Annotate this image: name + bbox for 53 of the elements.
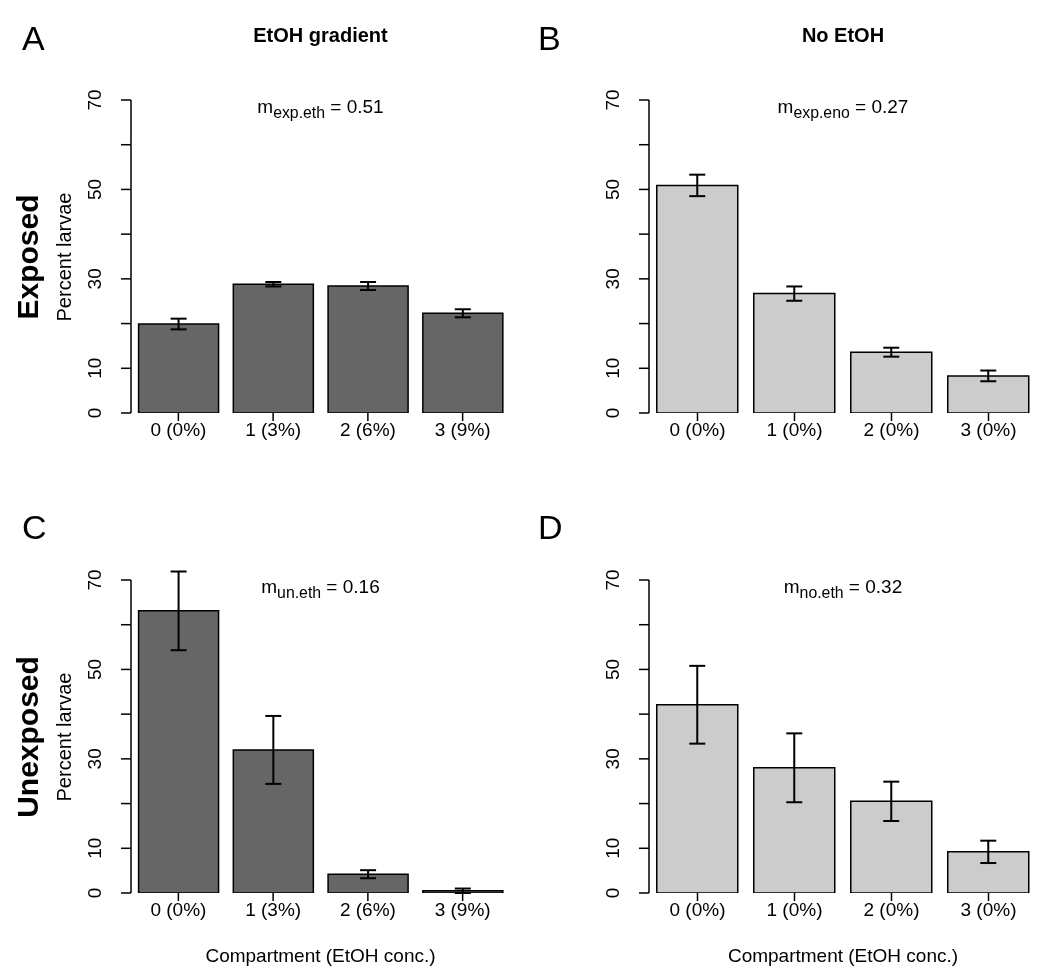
- x-tick-label: 0 (0%): [669, 419, 726, 441]
- text: B: [538, 18, 561, 58]
- annotation: m$_{exp.eno}$ = 0.27: [776, 96, 910, 122]
- y-tick-label: 50: [84, 178, 105, 200]
- annotation: m$_{no.eth}$ = 0.32: [782, 576, 904, 602]
- y-tick-label: 0: [84, 887, 105, 899]
- y-tick-label: 0: [602, 887, 623, 899]
- chart-title: EtOH gradient: [252, 24, 389, 47]
- y-tick-label: 30: [84, 268, 105, 290]
- y-tick-label: 70: [602, 569, 623, 591]
- x-tick-label: 2 (6%): [339, 419, 396, 441]
- y-tick-label: 0: [84, 407, 105, 419]
- y-tick-label: 10: [602, 837, 623, 859]
- y-tick-label: 50: [602, 178, 623, 200]
- y-axis-title: Percent larvae: [52, 191, 76, 323]
- y-tick-label: 70: [84, 569, 105, 591]
- y-tick-label: 30: [84, 748, 105, 770]
- y-tick-label: 30: [602, 268, 623, 290]
- annotation: m$_{un.eth}$ = 0.16: [260, 576, 381, 602]
- x-tick-label: 0 (0%): [669, 899, 726, 921]
- text: C: [22, 507, 47, 547]
- text: Exposed: [10, 193, 45, 322]
- x-tick-label: 0 (0%): [150, 899, 207, 921]
- x-tick-label: 1 (3%): [245, 899, 302, 921]
- chart-title: No EtOH: [800, 24, 886, 47]
- x-axis-title: Compartment (EtOH conc.): [204, 945, 437, 967]
- x-tick-label: 2 (0%): [863, 419, 920, 441]
- y-tick-label: 30: [602, 748, 623, 770]
- y-tick-label: 10: [602, 357, 623, 379]
- x-tick-label: 0 (0%): [150, 419, 207, 441]
- y-tick-label: 50: [602, 658, 623, 680]
- y-tick-label: 10: [84, 357, 105, 379]
- x-tick-label: 3 (0%): [960, 899, 1017, 921]
- bar: [422, 890, 504, 893]
- y-tick-label: 10: [84, 837, 105, 859]
- x-tick-label: 1 (0%): [766, 419, 823, 441]
- annotation: m$_{exp.eth}$ = 0.51: [256, 96, 385, 122]
- x-axis-title: Compartment (EtOH conc.): [726, 945, 960, 967]
- x-tick-label: 3 (0%): [960, 419, 1017, 441]
- text: Unexposed: [10, 654, 45, 820]
- y-tick-label: 0: [602, 407, 623, 419]
- y-axis-title: Percent larvae: [52, 671, 76, 803]
- text: A: [22, 18, 45, 58]
- x-tick-label: 1 (0%): [766, 899, 823, 921]
- y-tick-label: 50: [84, 658, 105, 680]
- y-tick-label: 70: [602, 89, 623, 111]
- y-tick-label: 70: [84, 89, 105, 111]
- text: D: [538, 507, 563, 547]
- x-tick-label: 3 (9%): [434, 899, 491, 921]
- x-tick-label: 2 (6%): [339, 899, 396, 921]
- x-tick-label: 2 (0%): [863, 899, 920, 921]
- x-tick-label: 3 (9%): [434, 419, 491, 441]
- x-tick-label: 1 (3%): [245, 419, 302, 441]
